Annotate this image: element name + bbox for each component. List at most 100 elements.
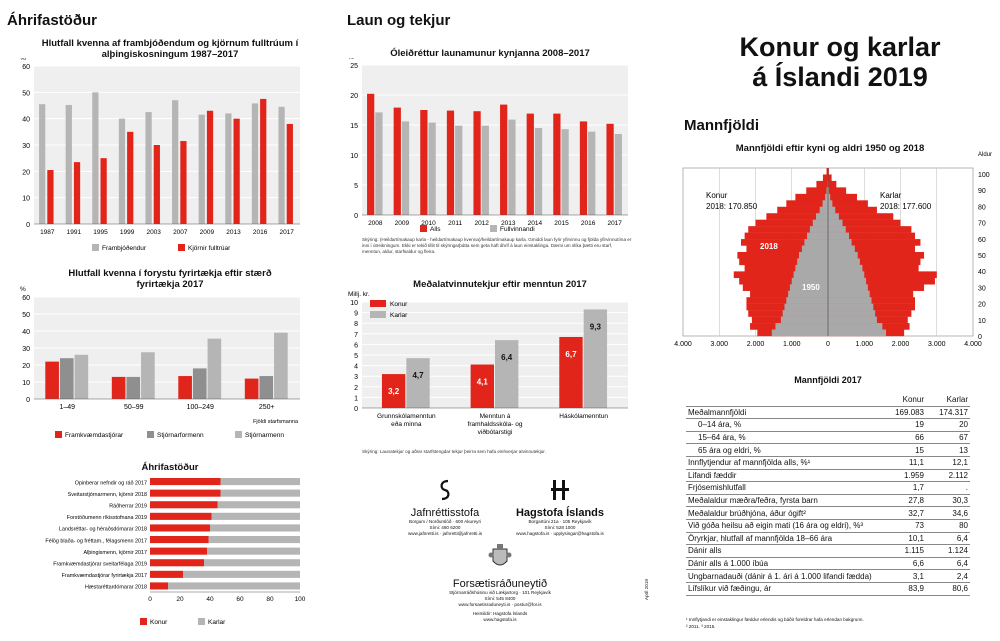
elections-ylabel: % (20, 58, 26, 62)
pyramid-bar-men-1950 (828, 213, 839, 220)
pop-row-value: 1.959 (882, 469, 926, 483)
pop-row-value: 34,6 (926, 506, 970, 520)
elections-xtick-label: 1991 (67, 229, 82, 236)
pyramid-xtick-label: 4.000 (674, 341, 692, 348)
pyramid-bar-men-2018 (828, 277, 935, 285)
pop-row-value: 66 (882, 431, 926, 445)
pyramid-bar-men-2018 (828, 252, 925, 259)
pyramid-age-label: 100 (978, 172, 990, 179)
pyramid-bar-men-1950 (828, 252, 858, 259)
wage-bar (455, 125, 463, 215)
hag-line1: Borgartúni 21a · 105 Reykjavík (528, 519, 592, 524)
wage-bar (367, 93, 375, 215)
pyramid-bar-women-2018 (755, 219, 828, 227)
pyramid-age-label: 0 (978, 334, 982, 341)
pop-row-value: 174.317 (926, 406, 970, 420)
elections-bar (92, 92, 99, 224)
pop-table-header: Konur Karlar (686, 394, 970, 407)
wage-bar (614, 134, 622, 215)
heim-line2: www.hagstofa.is (483, 617, 517, 622)
wage-xtick-label: 2011 (448, 220, 462, 227)
income-bar (406, 358, 430, 408)
positions-category-label: Félög blaða- og fréttam., félagsmenn 201… (45, 537, 147, 544)
pyramid-bar-women-1950 (819, 206, 828, 214)
companies-ytick-label: 50 (22, 312, 30, 319)
pop-row-label: Við góða heilsu að eigin mati (16 ára og… (686, 519, 882, 533)
income-ytick-label: 9 (354, 311, 358, 318)
wage-bar (526, 113, 534, 215)
elections-xtick-label: 2017 (279, 229, 294, 236)
wage-xtick-label: 2012 (474, 220, 489, 227)
wage-ytick-label: 5 (354, 183, 358, 190)
income-legend-swatch (370, 300, 386, 307)
positions-xtick-label: 20 (176, 596, 184, 603)
pyramid-bar-men-1950 (828, 245, 855, 253)
jafn-name: Jafnréttisstofa (410, 507, 480, 519)
pop-row-label: 15–64 ára, % (686, 431, 882, 445)
wage-bar (606, 123, 614, 215)
income-ytick-label: 4 (354, 364, 358, 371)
positions-bar (150, 524, 210, 532)
wage-legend-swatch (420, 225, 427, 232)
chart-title-income: Meðalatvinnutekjur eftir menntun 2017 (413, 279, 587, 290)
pyramid-bar-men-2018 (828, 245, 915, 253)
pop-row-label (686, 394, 882, 407)
income-xtick-label: Grunnskólamenntun (377, 413, 436, 420)
pyramid-bar-women-1950 (784, 303, 828, 311)
positions-bar (208, 536, 300, 544)
pyramid-bar-men-1950 (828, 264, 863, 272)
companies-bar (259, 376, 274, 399)
pop-table-row: Lifandi fæddir 1.959 2.112 (686, 469, 970, 483)
pop-row-value: 73 (882, 519, 926, 533)
elections-chart: 0 10 20 30 40 50 60% 1987 1991 1995 1999 2003 2007 20… (20, 58, 300, 252)
pop-row-value: 13 (926, 443, 970, 457)
pyramid-bar-men-2018 (828, 264, 919, 272)
pyramid-bar-women-2018 (806, 187, 828, 195)
pyramid-age-label: 20 (978, 302, 986, 309)
wage-bar (553, 113, 561, 215)
pyramid-bar-women-1950 (825, 193, 828, 201)
pyramid-bar-men-2018 (828, 219, 901, 227)
pop-footnote-1: ¹ Innflytjandi er einstaklingur fæddur e… (686, 617, 864, 622)
print-code: Apríl 2019 (644, 579, 649, 600)
pyramid-age-label: 40 (978, 269, 986, 276)
main-title-line1: Konur og karlar (739, 32, 941, 62)
pyramid-bar-men-2018 (828, 284, 925, 291)
income-bar (381, 374, 406, 408)
wage-xtick-label: 2016 (581, 220, 596, 227)
income-data-label: 6,4 (501, 353, 513, 362)
positions-legend-label: Konur (150, 619, 168, 626)
companies-xnote: Fjöldi starfsmanna (253, 419, 299, 425)
wage-legend-label: Fullvinnandi (500, 226, 535, 233)
pop-row-value: 12,1 (926, 456, 970, 470)
wage-xtick-label: 2013 (501, 220, 516, 227)
elections-bar (233, 118, 240, 224)
pyramid-bar-men-1950 (828, 200, 833, 207)
positions-bar (207, 547, 300, 555)
income-ytick-label: 8 (354, 321, 358, 328)
pyramid-bar-men-2018 (828, 271, 937, 279)
wage-bar (420, 110, 428, 215)
pyramid-bar-men-2018 (828, 213, 894, 220)
pop-table-row: Lífslíkur við fæðingu, ár 83,9 80,6 (686, 582, 970, 596)
pop-table-row: Meðalaldur mæðra/feðra, fyrsta barn 27,8 3… (686, 494, 970, 508)
pyramid-ylabel: Aldur (978, 152, 992, 158)
income-legend-label: Konur (390, 301, 408, 308)
elections-legend-swatch (178, 244, 185, 251)
positions-bar (150, 512, 212, 520)
pyramid-bar-men-1950 (828, 219, 843, 227)
income-ytick-label: 2 (354, 385, 358, 392)
wage-xtick-label: 2014 (528, 220, 543, 227)
companies-chart: 0 10 20 30 40 50 60% 1–49 50–99 100–249 250+ Fjöldi… (20, 286, 300, 439)
pyramid-bar-women-2018 (748, 226, 828, 233)
companies-bar (111, 376, 126, 399)
positions-bar (210, 524, 300, 532)
companies-bar (141, 352, 155, 399)
elections-bar (39, 104, 46, 224)
pop-row-value: 1.124 (926, 544, 970, 558)
pop-row-label: Frjósemishlutfall (686, 481, 882, 495)
companies-bar (45, 361, 59, 399)
pyramid-bar-women-1950 (791, 277, 828, 285)
pop-row-value: 30,3 (926, 494, 970, 508)
wage-bar (508, 119, 516, 215)
